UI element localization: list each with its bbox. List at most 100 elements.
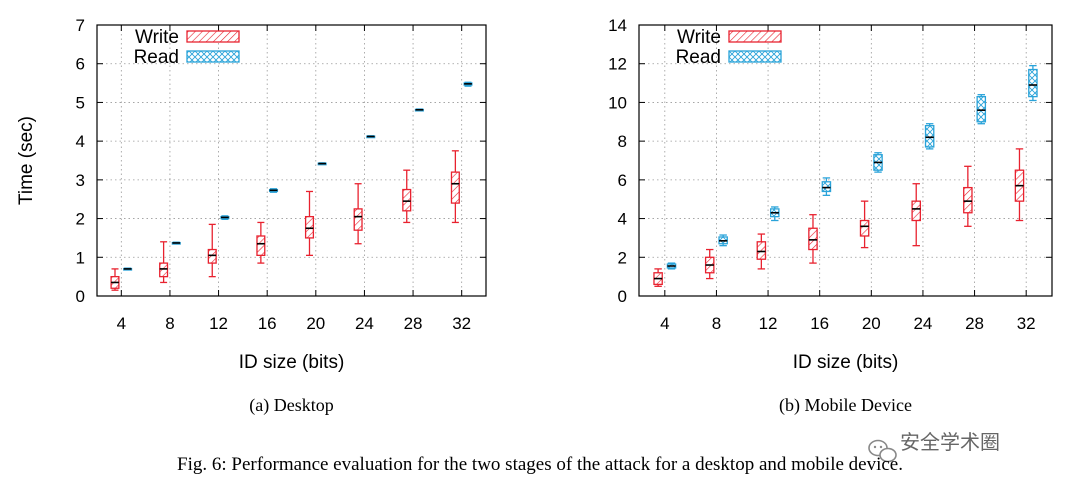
box-iqr <box>256 235 266 257</box>
boxes-mobile <box>653 65 1038 287</box>
gridlines-desktop <box>97 25 486 296</box>
box-read-16 <box>821 177 832 196</box>
wechat-icon <box>868 439 897 463</box>
box-write-28 <box>963 165 973 227</box>
y-axis-label-desktop: Time (sec) <box>16 116 37 205</box>
x-tick-label: 12 <box>209 314 228 333</box>
box-read-24 <box>924 123 935 150</box>
box-read-16 <box>268 188 279 193</box>
subcaption-desktop: (a) Desktop <box>249 395 333 416</box>
plot-frame-desktop <box>96 24 487 297</box>
y-tick-label: 1 <box>76 248 85 267</box>
box-iqr <box>402 188 412 212</box>
y-tick-label: 10 <box>608 93 627 112</box>
y-tick-label: 8 <box>618 132 627 151</box>
box-iqr <box>859 219 870 237</box>
watermark-text: 安全学术圈 <box>900 430 1000 454</box>
box-write-28 <box>402 169 412 224</box>
x-tick-label: 28 <box>965 314 984 333</box>
box-read-20 <box>317 162 327 166</box>
box-write-8 <box>159 241 169 284</box>
box-iqr <box>450 171 460 204</box>
box-iqr <box>207 248 217 264</box>
x-tick-label: 24 <box>913 314 932 333</box>
box-iqr <box>304 215 315 239</box>
box-read-12 <box>769 206 780 222</box>
y-tick-label: 7 <box>76 16 85 35</box>
y-tick-label: 14 <box>608 16 627 35</box>
box-iqr <box>756 241 767 260</box>
y-tick-label: 12 <box>608 55 627 74</box>
x-tick-label: 4 <box>660 314 669 333</box>
box-read-8 <box>171 241 181 245</box>
box-iqr <box>159 262 169 278</box>
box-write-4 <box>653 268 663 287</box>
x-tick-label: 24 <box>355 314 374 333</box>
box-read-28 <box>414 108 424 112</box>
box-iqr <box>976 95 987 123</box>
x-tick-label: 12 <box>759 314 778 333</box>
x-tick-label: 32 <box>452 314 471 333</box>
box-iqr <box>808 227 818 251</box>
x-tick-label: 16 <box>810 314 829 333</box>
legend-label-read: Read <box>134 47 179 68</box>
box-iqr <box>963 186 973 214</box>
box-iqr <box>924 125 935 148</box>
box-iqr <box>911 200 922 222</box>
legend-swatch-write <box>186 30 240 43</box>
y-tick-label: 6 <box>618 171 627 190</box>
y-tick-label: 6 <box>76 55 85 74</box>
y-tick-label: 2 <box>618 248 627 267</box>
legend-swatch-read <box>186 50 240 63</box>
x-tick-label: 8 <box>712 314 721 333</box>
x-tick-label: 20 <box>306 314 325 333</box>
box-iqr <box>821 181 832 193</box>
x-axis-label-desktop: ID size (bits) <box>239 352 345 373</box>
x-tick-label: 20 <box>862 314 881 333</box>
box-read-32 <box>1028 65 1038 102</box>
subcaption-mobile: (b) Mobile Device <box>779 395 912 416</box>
y-tick-label: 5 <box>76 93 85 112</box>
box-read-20 <box>873 152 883 173</box>
legend-label-read: Read <box>676 47 721 68</box>
x-tick-label: 8 <box>165 314 174 333</box>
y-tick-label: 0 <box>618 287 627 306</box>
box-write-12 <box>207 223 217 278</box>
legend-swatch-write <box>728 30 782 43</box>
plot-frame-mobile <box>638 24 1053 297</box>
box-write-20 <box>859 200 870 249</box>
box-write-32 <box>1014 148 1025 222</box>
x-axis-label-mobile: ID size (bits) <box>793 352 899 373</box>
box-write-20 <box>304 190 315 257</box>
legend-swatch-read <box>728 50 782 63</box>
box-write-24 <box>911 183 922 247</box>
y-tick-label: 0 <box>76 287 85 306</box>
box-write-16 <box>256 221 266 264</box>
box-write-24 <box>353 183 363 245</box>
box-iqr <box>1028 68 1038 98</box>
x-tick-label: 28 <box>404 314 423 333</box>
x-tick-label: 4 <box>117 314 126 333</box>
y-tick-label: 3 <box>76 171 85 190</box>
box-write-16 <box>808 214 818 264</box>
watermark: 安全学术圈 <box>868 430 1000 463</box>
x-tick-label: 32 <box>1017 314 1036 333</box>
box-write-4 <box>110 268 120 291</box>
y-tick-label: 2 <box>76 210 85 229</box>
box-write-32 <box>450 150 460 224</box>
legend-label-write: Write <box>135 27 179 48</box>
y-tick-label: 4 <box>618 210 627 229</box>
box-read-32 <box>463 81 473 87</box>
box-read-4 <box>666 262 677 270</box>
figure-caption: Fig. 6: Performance evaluation for the t… <box>177 454 903 475</box>
box-read-28 <box>976 94 987 125</box>
box-read-12 <box>220 215 230 220</box>
legend-label-write: Write <box>677 27 721 48</box>
boxes-desktop <box>110 81 473 291</box>
